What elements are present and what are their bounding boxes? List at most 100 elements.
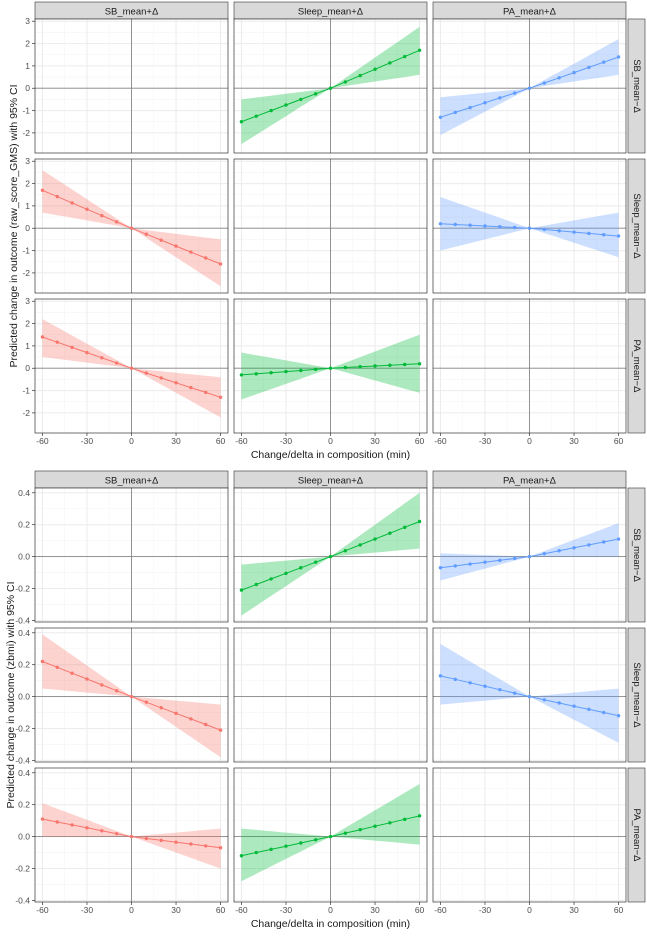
x-tick-label: 30 xyxy=(171,436,181,446)
facet-row-label: SB_mean−Δ xyxy=(631,59,642,113)
data-point xyxy=(284,369,288,374)
y-tick-label: 2 xyxy=(25,39,30,49)
panel-border xyxy=(432,158,627,294)
facet-row-label: Sleep_mean−Δ xyxy=(631,662,642,728)
data-point xyxy=(189,250,193,254)
y-tick-label: -2 xyxy=(22,408,30,418)
data-point xyxy=(159,706,163,710)
data-point xyxy=(512,556,517,561)
x-tick-label: -60 xyxy=(235,905,248,915)
y-tick-label: 0.0 xyxy=(18,832,30,842)
confidence-band xyxy=(42,319,221,418)
data-point xyxy=(313,92,318,96)
data-point xyxy=(542,227,547,232)
facet-row-label: SB_mean−Δ xyxy=(631,528,642,582)
data-point xyxy=(299,368,303,373)
facet-panel: -2 -1 0 1 2 3 xyxy=(22,296,229,434)
y-tick-label: -0.2 xyxy=(15,584,30,594)
confidence-band xyxy=(440,197,619,258)
y-tick-label: 0 xyxy=(25,223,30,233)
y-tick-label: 1 xyxy=(25,61,30,71)
data-point xyxy=(85,350,89,355)
data-point xyxy=(129,834,134,839)
data-point xyxy=(498,225,502,229)
facet-row-label: PA_mean−Δ xyxy=(631,809,642,863)
panel-border xyxy=(233,627,428,763)
data-point xyxy=(159,238,163,242)
data-point xyxy=(70,823,74,827)
data-point xyxy=(189,717,193,721)
data-point xyxy=(587,707,591,712)
data-point xyxy=(417,519,422,524)
data-point xyxy=(254,372,258,376)
y-tick-label: -0.2 xyxy=(15,864,30,874)
facet-panel: -0.4 -0.2 0.0 0.2 0.4 xyxy=(15,767,229,905)
data-point xyxy=(218,395,223,399)
data-point xyxy=(284,844,288,848)
data-point xyxy=(388,821,392,825)
confidence-band xyxy=(241,334,420,400)
data-point xyxy=(144,232,149,236)
data-point xyxy=(453,564,457,568)
y-tick-label: 3 xyxy=(25,296,30,306)
data-point xyxy=(55,194,59,199)
panel-border xyxy=(233,158,428,294)
data-point xyxy=(527,694,532,699)
data-point xyxy=(468,223,472,227)
data-point xyxy=(189,385,193,390)
facet-row-label: PA_mean−Δ xyxy=(631,340,642,394)
y-tick-label: -2 xyxy=(22,268,30,278)
data-point xyxy=(587,543,591,547)
data-point xyxy=(159,838,163,843)
data-point xyxy=(512,691,517,695)
facet-panel xyxy=(233,767,428,903)
data-point xyxy=(313,367,318,372)
data-point xyxy=(358,827,362,832)
data-point xyxy=(159,376,163,380)
facet-panel: -0.4 -0.2 0.0 0.2 0.4 xyxy=(15,487,229,625)
data-point xyxy=(468,105,472,110)
panel-border xyxy=(34,627,229,763)
data-point xyxy=(417,362,422,366)
data-point xyxy=(55,340,59,344)
data-point xyxy=(602,233,606,237)
y-tick-label: -0.4 xyxy=(15,615,30,625)
data-point xyxy=(453,110,457,115)
data-point xyxy=(55,665,59,670)
confidence-band xyxy=(42,634,221,758)
x-tick-label: 0 xyxy=(129,436,134,446)
x-tick-label: -30 xyxy=(280,436,293,446)
x-tick-label: 60 xyxy=(415,436,425,446)
data-point xyxy=(616,714,621,718)
data-point xyxy=(358,543,362,547)
data-point xyxy=(468,562,472,566)
data-point xyxy=(70,201,74,205)
y-tick-label: 3 xyxy=(25,156,30,166)
x-tick-label: 30 xyxy=(171,905,181,915)
facet-panel xyxy=(233,487,428,623)
x-tick-label: 60 xyxy=(216,905,226,915)
panel-border xyxy=(34,487,229,623)
data-point xyxy=(269,847,273,852)
x-tick-label: 30 xyxy=(370,436,380,446)
data-point xyxy=(388,531,392,535)
panel-border xyxy=(432,487,627,623)
data-point xyxy=(100,213,104,218)
data-point xyxy=(144,700,149,704)
data-point xyxy=(70,345,74,350)
facet-panel xyxy=(432,298,627,434)
data-point xyxy=(557,549,561,553)
data-point xyxy=(453,677,457,682)
data-point xyxy=(40,188,45,192)
data-point xyxy=(498,558,502,563)
data-point xyxy=(542,698,547,702)
y-tick-label: -0.4 xyxy=(15,895,30,905)
y-axis-title: Predicted change in outcome (zbmi) with … xyxy=(5,581,17,808)
data-point xyxy=(373,824,377,828)
figure-2: SB_mean+Δ Sleep_mean+Δ PA_mean+Δ SB_mean−Δ S… xyxy=(5,470,646,930)
confidence-band xyxy=(241,784,420,882)
data-point xyxy=(542,81,547,85)
data-point xyxy=(616,234,621,238)
facet-panel xyxy=(233,627,428,763)
x-tick-label: -60 xyxy=(36,436,49,446)
